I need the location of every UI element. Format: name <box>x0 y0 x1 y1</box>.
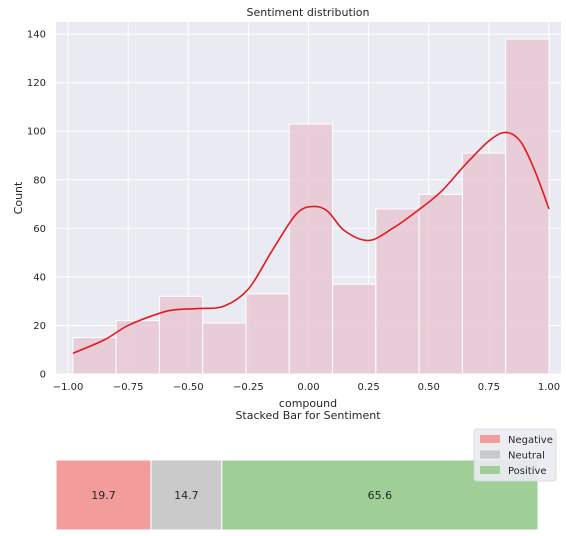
histogram-bar <box>245 293 290 375</box>
segment-value-label: 65.6 <box>368 489 393 502</box>
x-axis-label: compound <box>279 397 337 410</box>
x-tick-labels: −1.00 −0.75 −0.50 −0.25 0.00 0.25 0.50 0.75 1.00 <box>53 382 560 393</box>
x-tick-label: −0.50 <box>173 382 204 393</box>
y-tick-labels: 0 20 40 60 80 100 120 140 <box>27 30 46 381</box>
histogram-bar <box>418 193 463 375</box>
histogram-bar <box>72 337 117 375</box>
y-tick-label: 120 <box>27 78 46 89</box>
segment-value-label: 19.7 <box>91 489 116 502</box>
histogram-bar <box>115 320 160 375</box>
legend-label: Neutral <box>508 451 545 462</box>
stacked-bar-segments: 19.7 14.7 65.6 <box>55 459 539 531</box>
y-axis-label: Count <box>12 181 25 214</box>
histogram-bar <box>375 208 420 375</box>
y-tick-label: 60 <box>33 224 46 235</box>
x-tick-label: 1.00 <box>538 382 560 393</box>
stacked-bar-chart: Stacked Bar for Sentiment 19.7 14.7 65.6 N… <box>55 409 557 531</box>
histogram-bar <box>202 322 247 375</box>
x-tick-label: 0.75 <box>478 382 500 393</box>
histogram-bar <box>332 283 377 375</box>
legend: Negative Neutral Positive <box>473 428 557 482</box>
legend-swatch <box>480 450 500 459</box>
y-tick-label: 40 <box>33 272 46 283</box>
histogram-bar <box>505 38 550 375</box>
legend-swatch <box>480 435 500 443</box>
x-tick-label: 0.50 <box>418 382 440 393</box>
legend-label: Negative <box>508 435 553 446</box>
histogram-bars <box>72 38 550 375</box>
histogram-title: Sentiment distribution <box>246 6 369 19</box>
histogram-bar <box>461 152 507 375</box>
y-tick-label: 0 <box>40 370 46 381</box>
y-tick-label: 80 <box>33 175 46 186</box>
x-tick-label: −0.75 <box>113 382 144 393</box>
x-tick-label: 0.00 <box>297 382 319 393</box>
y-tick-label: 20 <box>33 321 46 332</box>
stacked-segment-neutral <box>150 459 223 531</box>
segment-value-label: 14.7 <box>174 489 199 502</box>
y-tick-label: 100 <box>27 127 46 138</box>
histogram-bar <box>288 123 334 375</box>
x-tick-label: −0.25 <box>233 382 264 393</box>
legend-swatch <box>480 466 500 474</box>
stacked-segment-negative <box>55 459 152 531</box>
y-tick-label: 140 <box>27 30 46 41</box>
histogram-chart: Sentiment distribution −1.00 −0.75 −0.50 −0… <box>12 6 561 410</box>
x-tick-label: 0.25 <box>357 382 379 393</box>
x-tick-label: −1.00 <box>53 382 84 393</box>
legend-label: Positive <box>508 466 547 477</box>
kde-curve <box>72 131 550 355</box>
stacked-bar-title: Stacked Bar for Sentiment <box>235 409 381 422</box>
